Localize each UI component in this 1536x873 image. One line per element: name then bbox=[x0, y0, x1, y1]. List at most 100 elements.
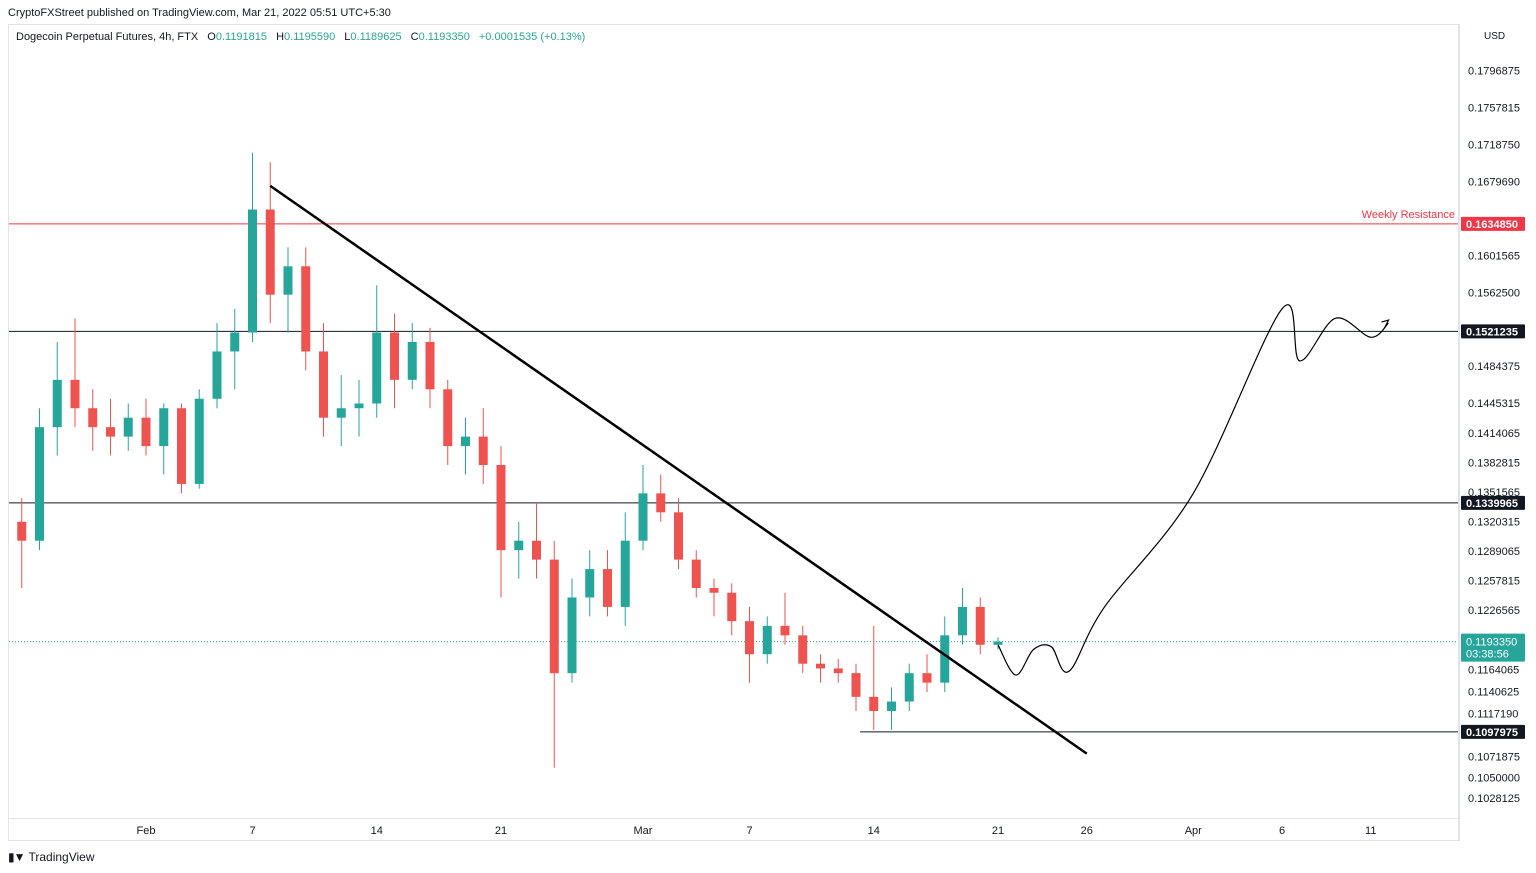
candle-body bbox=[940, 635, 950, 683]
candle-body bbox=[70, 379, 80, 409]
change-value: +0.0001535 (+0.13%) bbox=[478, 31, 586, 43]
y-tick-label: 0.1320315 bbox=[1468, 516, 1520, 528]
y-tick-label: 0.1257815 bbox=[1468, 576, 1520, 588]
candle-body bbox=[159, 408, 169, 447]
candle-body bbox=[887, 701, 896, 712]
x-tick-label: 21 bbox=[992, 825, 1004, 837]
close-value: 0.1193350 bbox=[418, 31, 470, 43]
ohlc-legend: Dogecoin Perpetual Futures, 4h, FTX O0.1… bbox=[16, 31, 591, 43]
y-tick-label: 0.1445315 bbox=[1468, 398, 1520, 410]
projection-path bbox=[997, 304, 1389, 676]
level-price-tag bbox=[1461, 724, 1525, 739]
y-tick-label: 0.1757815 bbox=[1468, 102, 1520, 114]
y-tick-label: 0.1382815 bbox=[1468, 457, 1520, 469]
level-price-tag bbox=[1461, 216, 1525, 231]
chart-pane[interactable] bbox=[8, 24, 1459, 841]
y-tick-label: 0.1028125 bbox=[1468, 793, 1520, 805]
candle-body bbox=[301, 266, 311, 352]
candle-body bbox=[993, 641, 1003, 645]
level-price-label: 0.1097975 bbox=[1466, 727, 1518, 739]
level-price-label: 0.1521235 bbox=[1466, 326, 1518, 338]
top-bar: CryptoFXStreet published on TradingView.… bbox=[0, 0, 1536, 24]
tradingview-logo-icon: ▮▼ bbox=[8, 850, 26, 864]
x-tick-label: 14 bbox=[868, 825, 880, 837]
y-tick-label: 0.1164065 bbox=[1468, 664, 1519, 676]
currency-label: USD bbox=[1484, 31, 1506, 42]
x-tick-label: 26 bbox=[1081, 825, 1093, 837]
candle-body bbox=[656, 493, 666, 513]
candle-body bbox=[106, 427, 115, 437]
candle-body bbox=[425, 341, 435, 390]
open-label: O bbox=[207, 31, 216, 43]
candle-body bbox=[745, 621, 754, 655]
candle-body bbox=[194, 398, 204, 484]
weekly-resistance-annotation: Weekly Resistance bbox=[1362, 209, 1455, 221]
level-price-label: 0.1339965 bbox=[1466, 498, 1518, 510]
candle-body bbox=[869, 696, 879, 712]
y-tick-label: 0.1796875 bbox=[1468, 66, 1520, 78]
x-tick-label: 14 bbox=[371, 825, 383, 837]
candle-body bbox=[549, 559, 559, 674]
y-tick-label: 0.1484375 bbox=[1468, 361, 1520, 373]
candle-body bbox=[727, 592, 737, 622]
candle-body bbox=[567, 597, 577, 674]
x-tick-label: 6 bbox=[1279, 825, 1285, 837]
candle-body bbox=[762, 625, 772, 655]
candle-body bbox=[283, 266, 293, 295]
y-tick-label: 0.1071875 bbox=[1468, 752, 1520, 764]
candle-body bbox=[478, 436, 488, 465]
high-label: H bbox=[276, 31, 285, 43]
x-tick-label: 7 bbox=[249, 825, 255, 837]
candle-body bbox=[88, 408, 98, 428]
countdown-label: 03:38:56 bbox=[1466, 649, 1509, 661]
time-axis-divider bbox=[8, 818, 1459, 819]
candle-body bbox=[674, 512, 683, 560]
y-tick-label: 0.1562500 bbox=[1468, 287, 1520, 299]
candle-body bbox=[514, 540, 524, 551]
open-value: 0.1191815 bbox=[215, 31, 268, 43]
candle-body bbox=[123, 417, 133, 437]
candle-body bbox=[390, 332, 399, 380]
y-tick-label: 0.1718750 bbox=[1468, 139, 1520, 151]
candle-body bbox=[958, 606, 967, 636]
candle-body bbox=[709, 588, 719, 593]
level-price-tag bbox=[1461, 495, 1525, 510]
y-tick-label: 0.1117190 bbox=[1468, 709, 1518, 721]
x-tick-label: Feb bbox=[137, 825, 156, 837]
candle-body bbox=[798, 635, 808, 664]
low-value: 0.1189625 bbox=[350, 31, 402, 43]
candle-body bbox=[265, 209, 275, 295]
close-label: C bbox=[410, 31, 419, 43]
y-tick-label: 0.1414065 bbox=[1468, 428, 1520, 440]
candle-body bbox=[620, 540, 630, 607]
level-price-tag bbox=[1461, 324, 1525, 339]
y-tick-label: 0.1050000 bbox=[1468, 772, 1520, 784]
symbol-title[interactable]: Dogecoin Perpetual Futures, 4h, FTX bbox=[16, 31, 199, 43]
candle-body bbox=[975, 606, 985, 645]
y-tick-label: 0.1226565 bbox=[1468, 605, 1520, 617]
candle-body bbox=[177, 408, 186, 484]
candle-body bbox=[336, 408, 346, 418]
y-tick-label: 0.1289065 bbox=[1468, 546, 1520, 558]
projection-arrowhead bbox=[1381, 319, 1390, 329]
publisher-text: CryptoFXStreet published on TradingView.… bbox=[8, 7, 391, 19]
candle-body bbox=[407, 341, 417, 380]
y-tick-label: 0.1601565 bbox=[1468, 250, 1520, 262]
candle-body bbox=[922, 673, 932, 683]
x-tick-label: Apr bbox=[1185, 825, 1202, 837]
candle-body bbox=[230, 332, 240, 352]
current-price-label: 0.1193350 bbox=[1466, 637, 1517, 649]
candle-body bbox=[532, 540, 541, 560]
candle-body bbox=[443, 389, 453, 447]
high-value: 0.1195590 bbox=[284, 31, 336, 43]
candle-body bbox=[496, 465, 506, 551]
candle-body bbox=[904, 673, 914, 702]
candle-body bbox=[780, 625, 790, 636]
x-tick-label: 7 bbox=[746, 825, 752, 837]
candle-body bbox=[141, 417, 151, 447]
candle-body bbox=[17, 521, 27, 541]
x-tick-label: Mar bbox=[634, 825, 653, 837]
candle-body bbox=[35, 427, 44, 541]
tradingview-logo[interactable]: ▮▼ TradingView bbox=[8, 850, 95, 864]
